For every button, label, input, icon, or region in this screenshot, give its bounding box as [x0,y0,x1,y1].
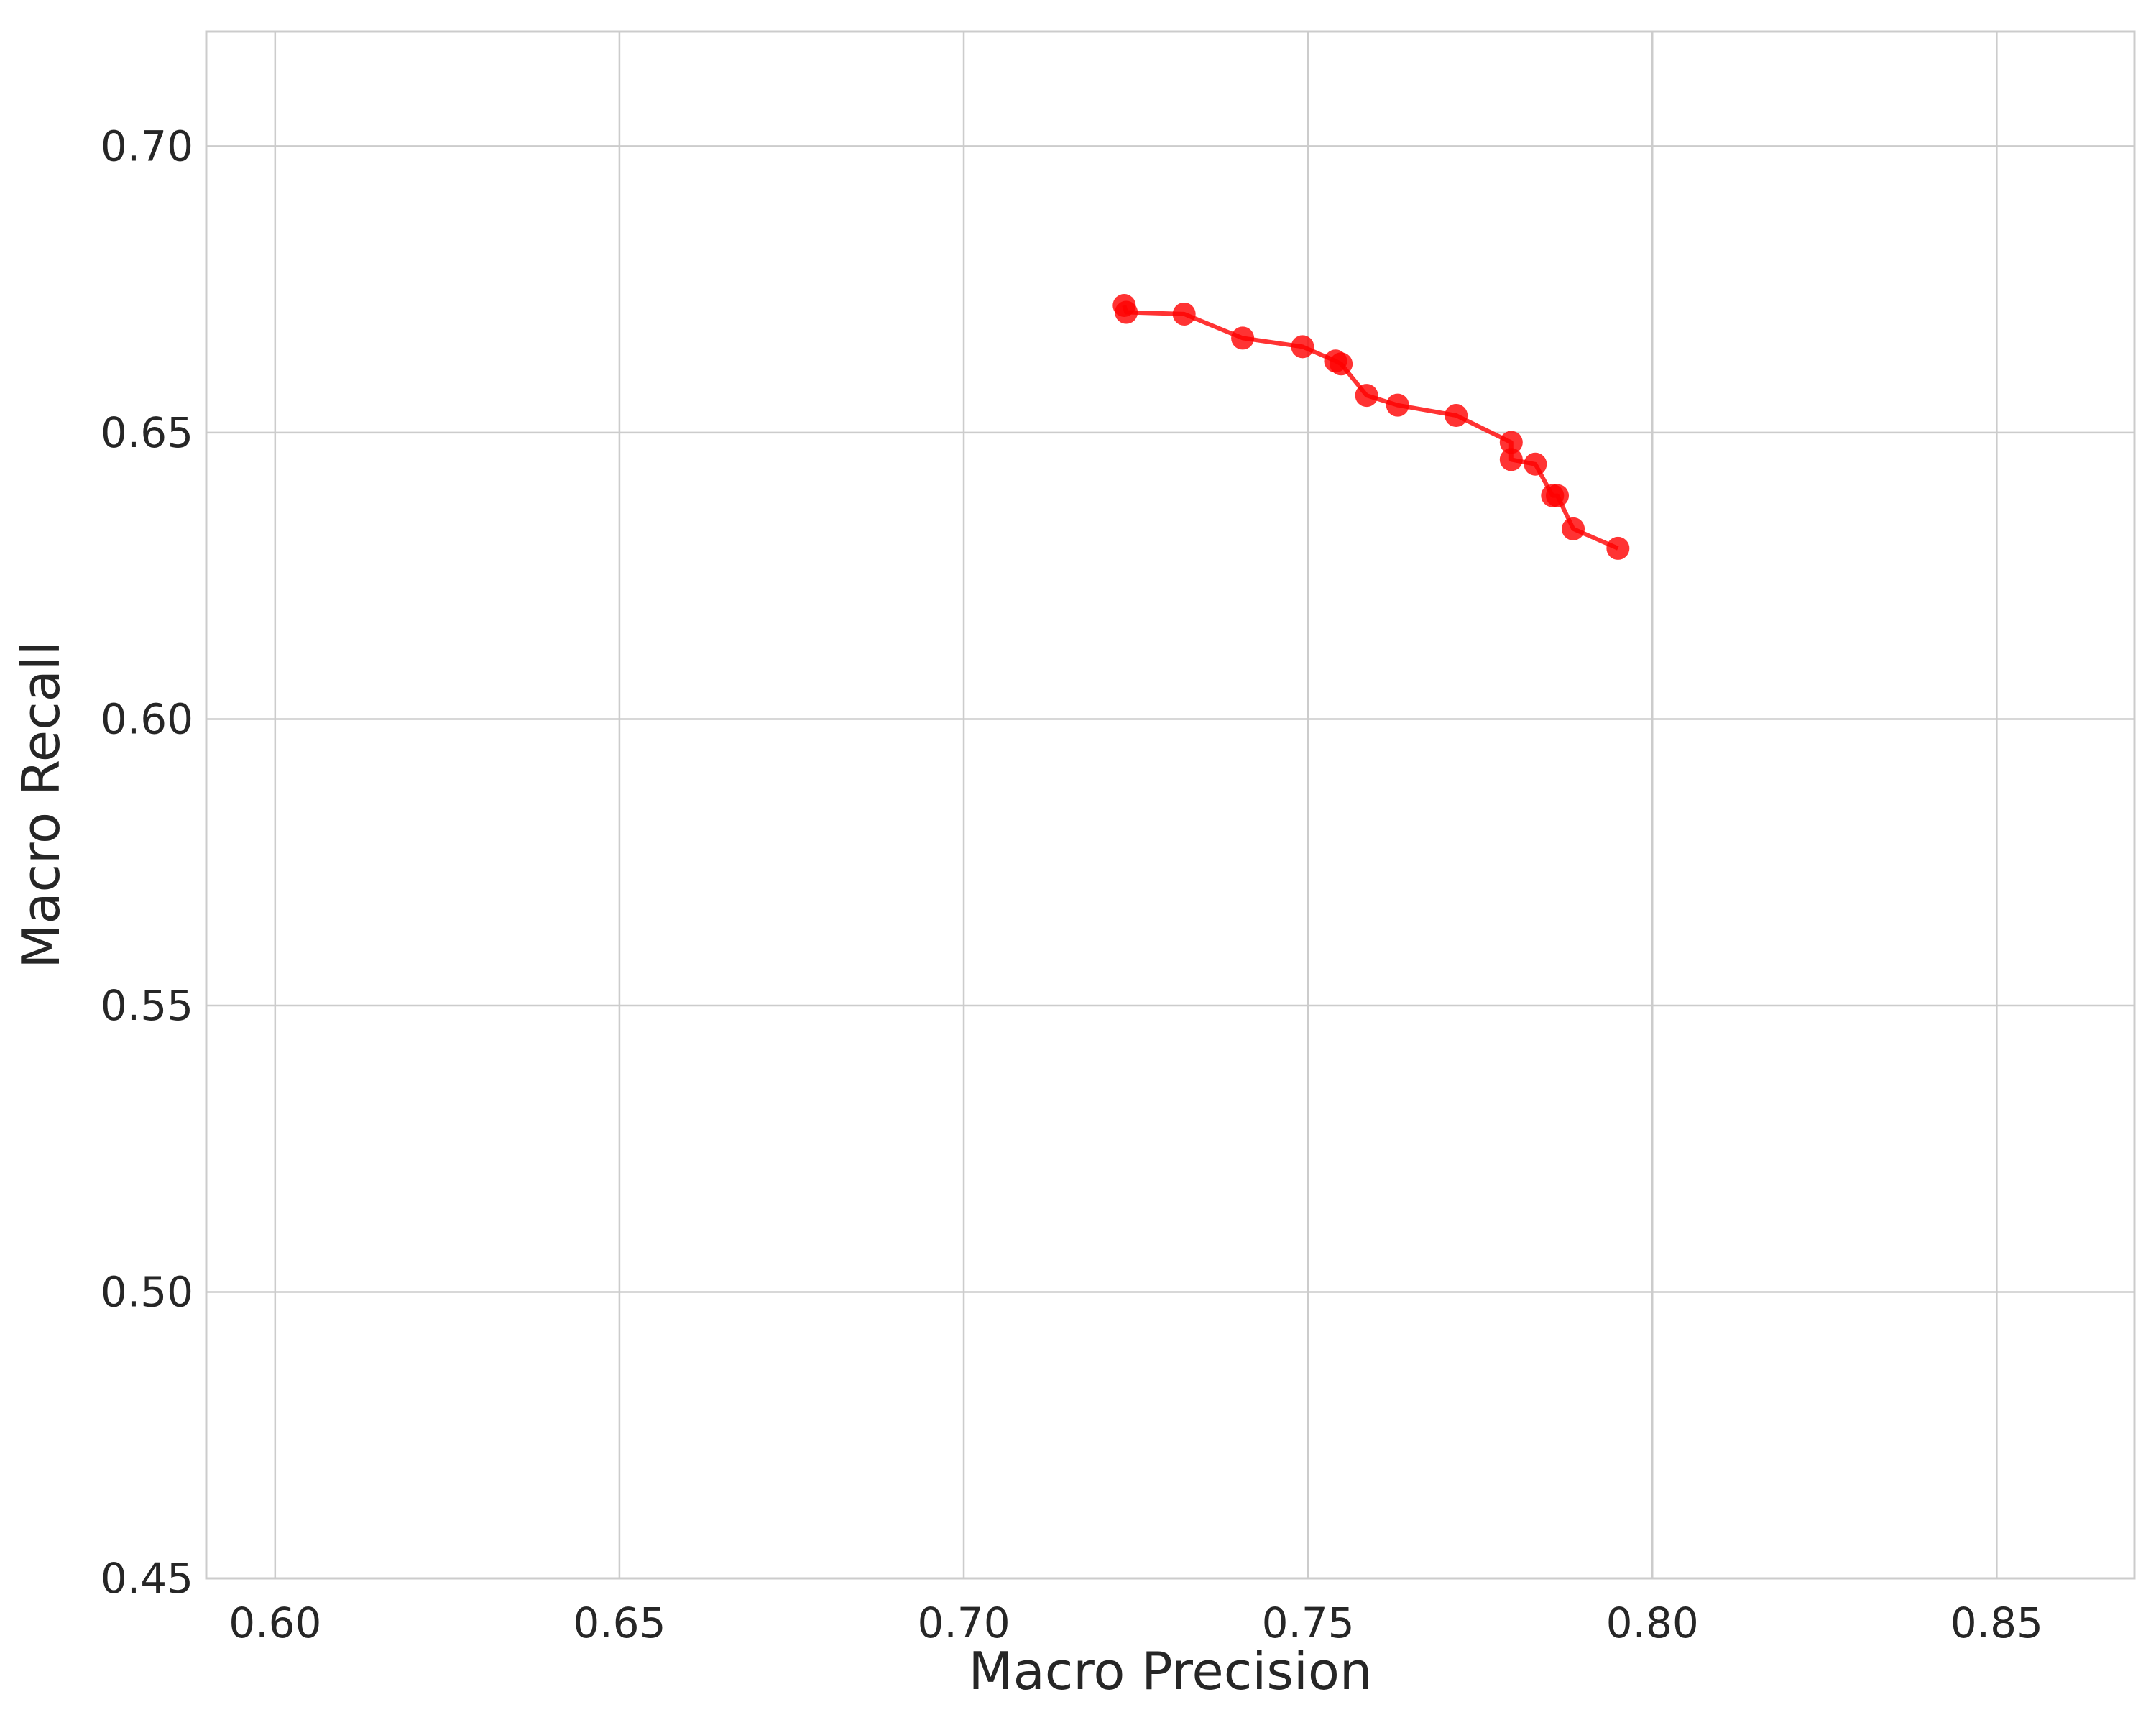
x-tick-label: 0.85 [1950,1598,2043,1647]
y-tick-label: 0.70 [101,121,193,170]
data-point [1499,448,1523,472]
data-point [1499,431,1523,454]
x-axis-ticks: 0.60 0.65 0.70 0.75 0.80 0.85 [229,1598,2043,1647]
x-tick-label: 0.60 [229,1598,321,1647]
data-point [1291,335,1314,359]
x-tick-label: 0.65 [573,1598,665,1647]
data-point [1386,393,1409,417]
y-tick-label: 0.55 [101,981,193,1030]
data-point [1562,517,1585,540]
y-tick-label: 0.45 [101,1554,193,1603]
data-point [1524,452,1547,476]
data-point [1172,302,1196,326]
grid [206,32,2134,1580]
data-point [1546,484,1570,507]
y-tick-label: 0.60 [101,694,193,743]
x-axis-label: Macro Precision [968,1641,1372,1701]
data-point [1115,300,1138,324]
x-tick-label: 0.80 [1606,1598,1699,1647]
series-group [1112,293,1630,560]
data-point [1445,404,1468,428]
data-point [1231,326,1255,350]
y-axis-label: Macro Recall [11,641,71,969]
x-tick-label: 0.70 [917,1598,1010,1647]
y-tick-label: 0.65 [101,408,193,457]
data-point [1330,352,1353,376]
data-point [1355,384,1378,408]
y-tick-label: 0.50 [101,1267,193,1316]
data-point [1606,536,1630,560]
y-axis-ticks: 0.45 0.50 0.55 0.60 0.65 0.70 [101,121,193,1603]
x-tick-label: 0.75 [1262,1598,1355,1647]
series-line [1122,305,1619,551]
plot-frame [205,30,2136,1580]
